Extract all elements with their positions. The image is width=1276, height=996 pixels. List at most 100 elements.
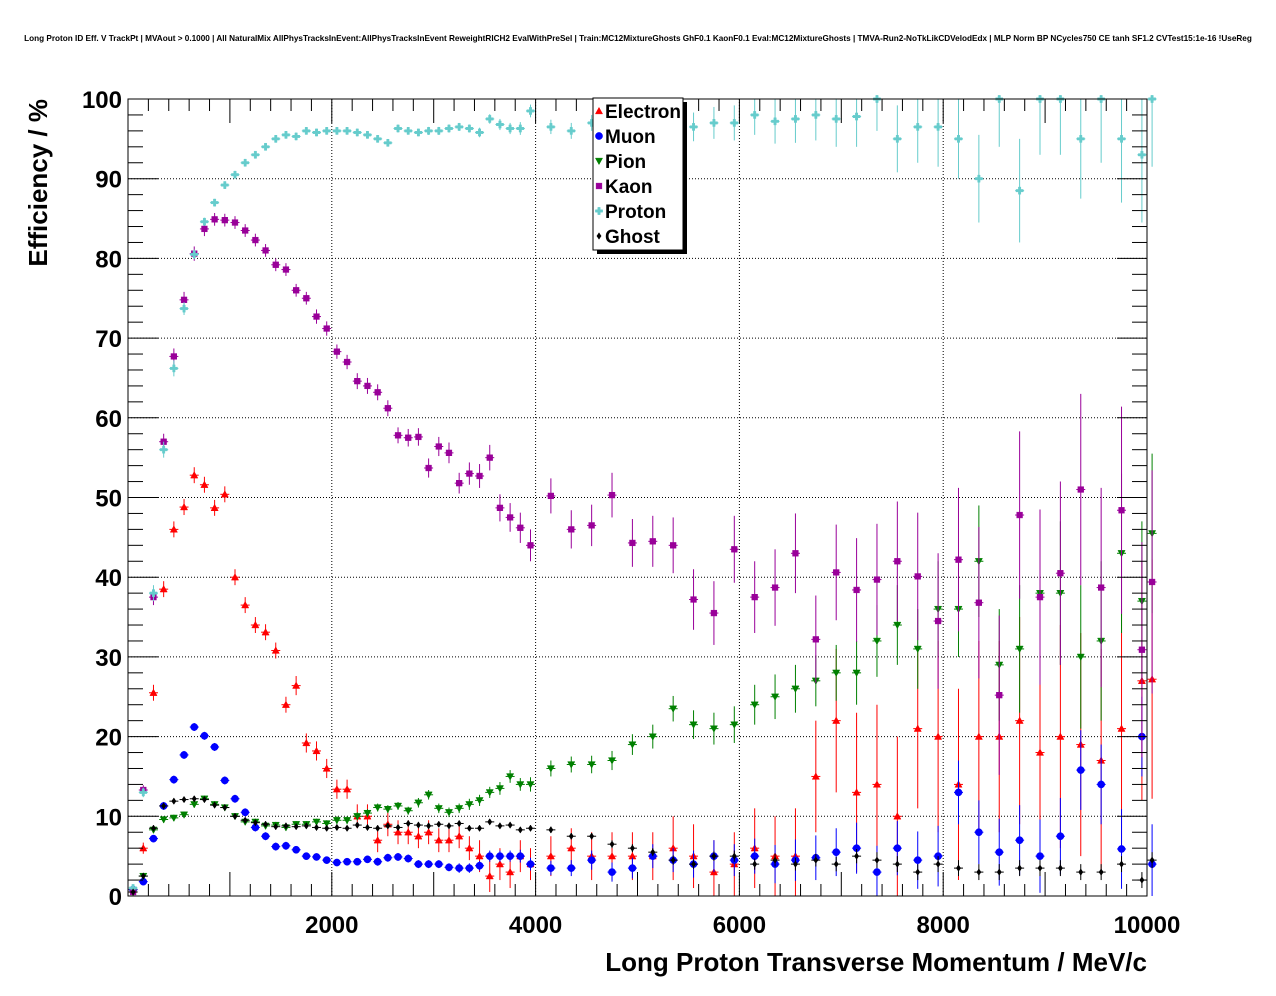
y-tick-label: 80 xyxy=(95,246,122,273)
data-point xyxy=(628,741,637,749)
data-point xyxy=(1138,646,1146,653)
data-point xyxy=(333,127,341,135)
data-point xyxy=(283,822,289,830)
data-point xyxy=(383,805,392,814)
data-point xyxy=(934,617,942,625)
data-point xyxy=(363,809,372,818)
data-point xyxy=(404,828,413,836)
legend-marker xyxy=(595,132,603,140)
data-point xyxy=(690,596,697,603)
data-point xyxy=(313,313,320,320)
data-point xyxy=(730,721,739,729)
data-point xyxy=(496,504,504,511)
data-point xyxy=(404,127,413,135)
x-tick-label: 10000 xyxy=(1114,912,1181,939)
data-point xyxy=(293,822,299,831)
data-point xyxy=(507,821,513,829)
data-point xyxy=(271,842,280,851)
data-point xyxy=(210,198,219,207)
data-point xyxy=(373,135,382,143)
data-point xyxy=(232,812,238,820)
data-point xyxy=(872,637,881,646)
data-point xyxy=(650,848,656,856)
y-tick-label: 0 xyxy=(109,884,122,911)
data-point xyxy=(1117,845,1126,853)
data-point xyxy=(567,761,576,769)
data-point xyxy=(414,128,423,137)
data-point xyxy=(434,836,443,844)
data-point xyxy=(221,217,228,224)
data-point xyxy=(180,304,188,313)
data-point xyxy=(976,868,982,876)
data-point xyxy=(496,120,504,129)
data-point xyxy=(913,645,922,654)
data-point xyxy=(894,860,900,868)
data-point xyxy=(394,124,402,133)
data-point xyxy=(1118,507,1125,514)
data-point xyxy=(159,445,168,454)
data-point xyxy=(1097,780,1105,789)
data-point xyxy=(1017,864,1023,872)
data-point xyxy=(1076,766,1085,774)
data-point xyxy=(548,826,554,834)
data-point xyxy=(292,845,300,854)
data-point xyxy=(242,227,249,234)
data-point xyxy=(526,860,535,868)
x-tick-label: 2000 xyxy=(305,912,358,939)
data-point xyxy=(314,823,319,832)
data-point xyxy=(629,539,636,547)
data-point xyxy=(914,573,921,580)
data-point xyxy=(180,502,189,511)
data-point xyxy=(1035,748,1045,756)
data-point xyxy=(546,852,555,860)
data-point xyxy=(435,443,442,450)
data-point xyxy=(485,852,494,861)
data-point xyxy=(1037,864,1043,872)
data-point xyxy=(271,646,280,654)
data-point xyxy=(292,681,301,689)
data-point xyxy=(996,692,1003,699)
data-point xyxy=(324,824,330,832)
data-point xyxy=(241,808,250,817)
data-point xyxy=(444,809,454,817)
data-point xyxy=(893,621,902,630)
tick-layer: 2000 4000 6000 8000 10000 0 10 20 30 40 50 60 70 80 90… xyxy=(82,87,1180,939)
data-point xyxy=(261,832,270,841)
data-point xyxy=(455,832,464,840)
data-point xyxy=(414,860,423,868)
data-point xyxy=(200,480,209,488)
data-point xyxy=(222,803,228,812)
data-point xyxy=(528,824,533,832)
data-point xyxy=(526,781,535,789)
data-point xyxy=(955,556,962,563)
data-point xyxy=(974,732,983,740)
data-point xyxy=(405,819,411,828)
data-point xyxy=(414,832,423,840)
data-point xyxy=(485,789,494,797)
x-axis-title: Long Proton Transverse Momentum / MeV/c xyxy=(605,947,1147,977)
data-point xyxy=(149,834,158,843)
data-point xyxy=(1036,852,1044,861)
data-point xyxy=(466,824,472,832)
data-point xyxy=(353,857,362,866)
data-point xyxy=(159,585,168,593)
data-point xyxy=(608,491,616,499)
data-point xyxy=(293,287,300,294)
data-point xyxy=(874,856,880,864)
data-point xyxy=(424,127,433,135)
data-point xyxy=(506,124,514,133)
data-point xyxy=(212,801,218,809)
data-point xyxy=(853,586,860,594)
data-point xyxy=(1078,868,1084,876)
data-point xyxy=(975,599,982,606)
data-point xyxy=(210,503,219,511)
data-point xyxy=(241,158,250,167)
data-point xyxy=(140,872,146,880)
data-point xyxy=(231,170,239,179)
data-point xyxy=(170,775,178,784)
data-point xyxy=(200,731,209,740)
data-point xyxy=(954,788,963,797)
data-point xyxy=(282,266,290,273)
data-point xyxy=(771,117,779,126)
x-tick-label: 6000 xyxy=(713,912,766,939)
